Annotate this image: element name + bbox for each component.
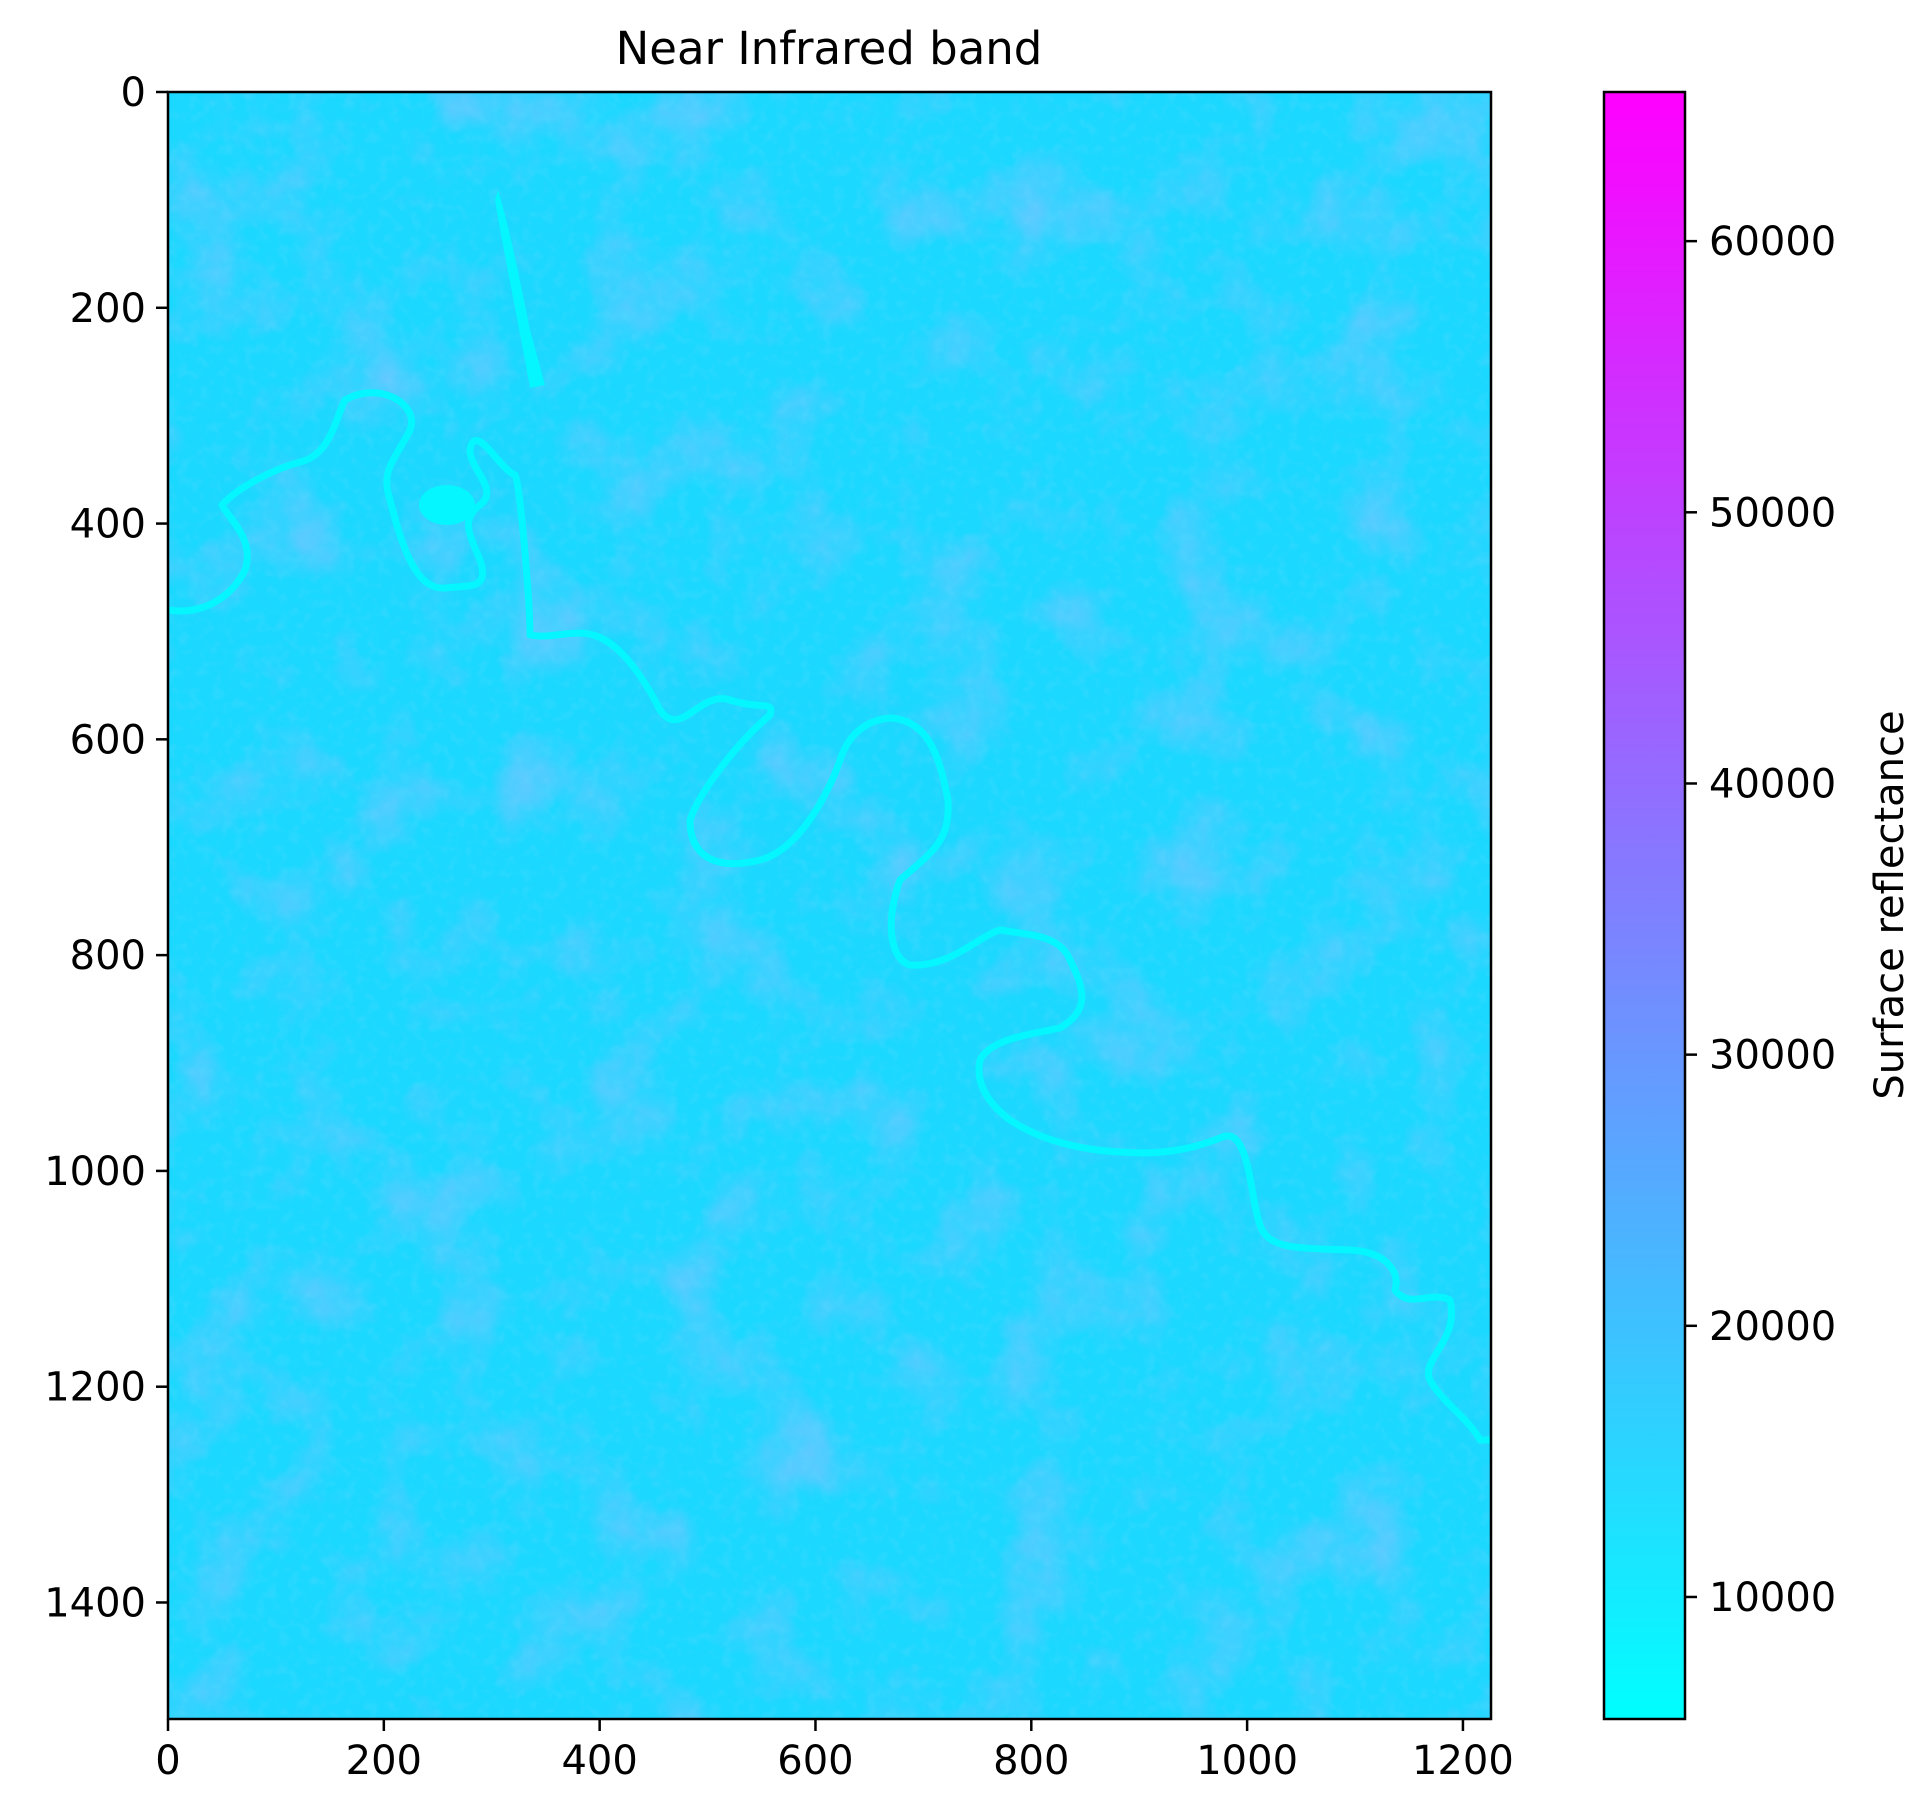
reservoir-feature — [495, 190, 545, 388]
x-tick-label: 1000 — [1196, 1738, 1298, 1784]
colorbar-label: Surface reflectance — [1867, 710, 1913, 1099]
image-fine-texture — [168, 92, 1491, 1719]
colorbar-axis: 10000 20000 30000 40000 50000 60000 — [1685, 219, 1836, 1621]
colorbar-tick-label: 10000 — [1709, 1575, 1836, 1621]
y-tick-label: 400 — [70, 502, 146, 548]
x-tick-label: 0 — [155, 1738, 180, 1784]
x-tick-label: 800 — [993, 1738, 1069, 1784]
y-axis: 0 200 400 600 800 1000 1200 1400 — [44, 70, 168, 1626]
x-tick-label: 1200 — [1412, 1738, 1514, 1784]
y-tick-label: 600 — [70, 717, 146, 763]
x-tick-label: 200 — [346, 1738, 422, 1784]
y-tick-label: 1200 — [44, 1365, 146, 1411]
x-tick-label: 600 — [777, 1738, 853, 1784]
y-tick-label: 1000 — [44, 1149, 146, 1195]
colorbar-tick-label: 30000 — [1709, 1033, 1836, 1079]
colorbar-tick-label: 50000 — [1709, 490, 1836, 536]
colorbar-tick-label: 60000 — [1709, 219, 1836, 265]
plot-frame — [166, 90, 1493, 1721]
x-axis: 0 200 400 600 800 1000 1200 — [155, 1719, 1514, 1784]
colorbar-tick-label: 20000 — [1709, 1304, 1836, 1350]
y-tick-label: 1400 — [44, 1580, 146, 1626]
colorbar — [1602, 90, 1687, 1721]
lake-feature — [419, 485, 475, 525]
x-tick-label: 400 — [561, 1738, 637, 1784]
chart-title: Near Infrared band — [616, 22, 1043, 75]
y-tick-label: 200 — [70, 286, 146, 332]
river-feature — [168, 389, 1491, 1444]
satellite-image — [168, 92, 1491, 1719]
y-tick-label: 0 — [121, 70, 146, 116]
colorbar-tick-label: 40000 — [1709, 761, 1836, 807]
y-tick-label: 800 — [70, 933, 146, 979]
